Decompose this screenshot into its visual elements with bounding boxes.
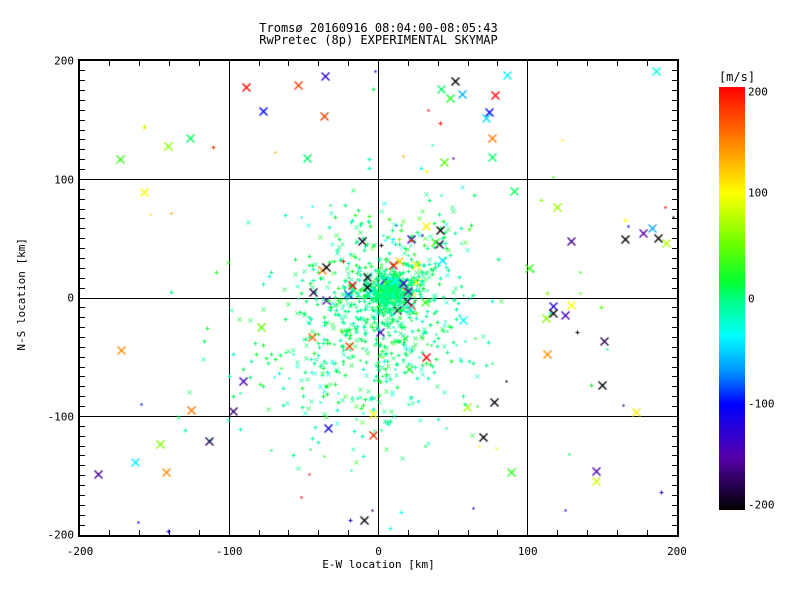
y-tick-label: -100 [47, 410, 75, 423]
plot-title-line2: RwPretec (8p) EXPERIMENTAL SKYMAP [259, 33, 498, 47]
y-tick-label: 100 [54, 173, 74, 186]
plot-frame [78, 59, 679, 537]
colorbar-tick-label: -100 [748, 397, 775, 411]
colorbar-tick-label: 0 [748, 292, 755, 305]
x-tick-label: 100 [517, 545, 538, 558]
colorbar-tick-label: 100 [748, 186, 768, 200]
y-tick-label: 0 [67, 291, 74, 305]
colorbar-title: [m/s] [718, 70, 756, 84]
colorbar-gradient [719, 87, 745, 510]
skymap-scatter-canvas [80, 61, 677, 535]
x-tick-label: 0 [375, 545, 382, 558]
x-tick-label: 200 [667, 545, 687, 558]
plot-title-line1: Tromsø 20160916 08:04:00-08:05:43 [259, 21, 498, 35]
colorbar-tick-label: -200 [748, 498, 775, 512]
y-tick-label: 200 [54, 54, 74, 68]
x-tick-label: -100 [216, 545, 243, 558]
colorbar-tick-label: 200 [748, 85, 768, 99]
x-tick-label: -200 [66, 545, 94, 558]
y-tick-label: -200 [47, 528, 75, 542]
y-axis-label: N-S location [km] [15, 238, 28, 351]
x-axis-label: E-W location [km] [322, 558, 435, 571]
